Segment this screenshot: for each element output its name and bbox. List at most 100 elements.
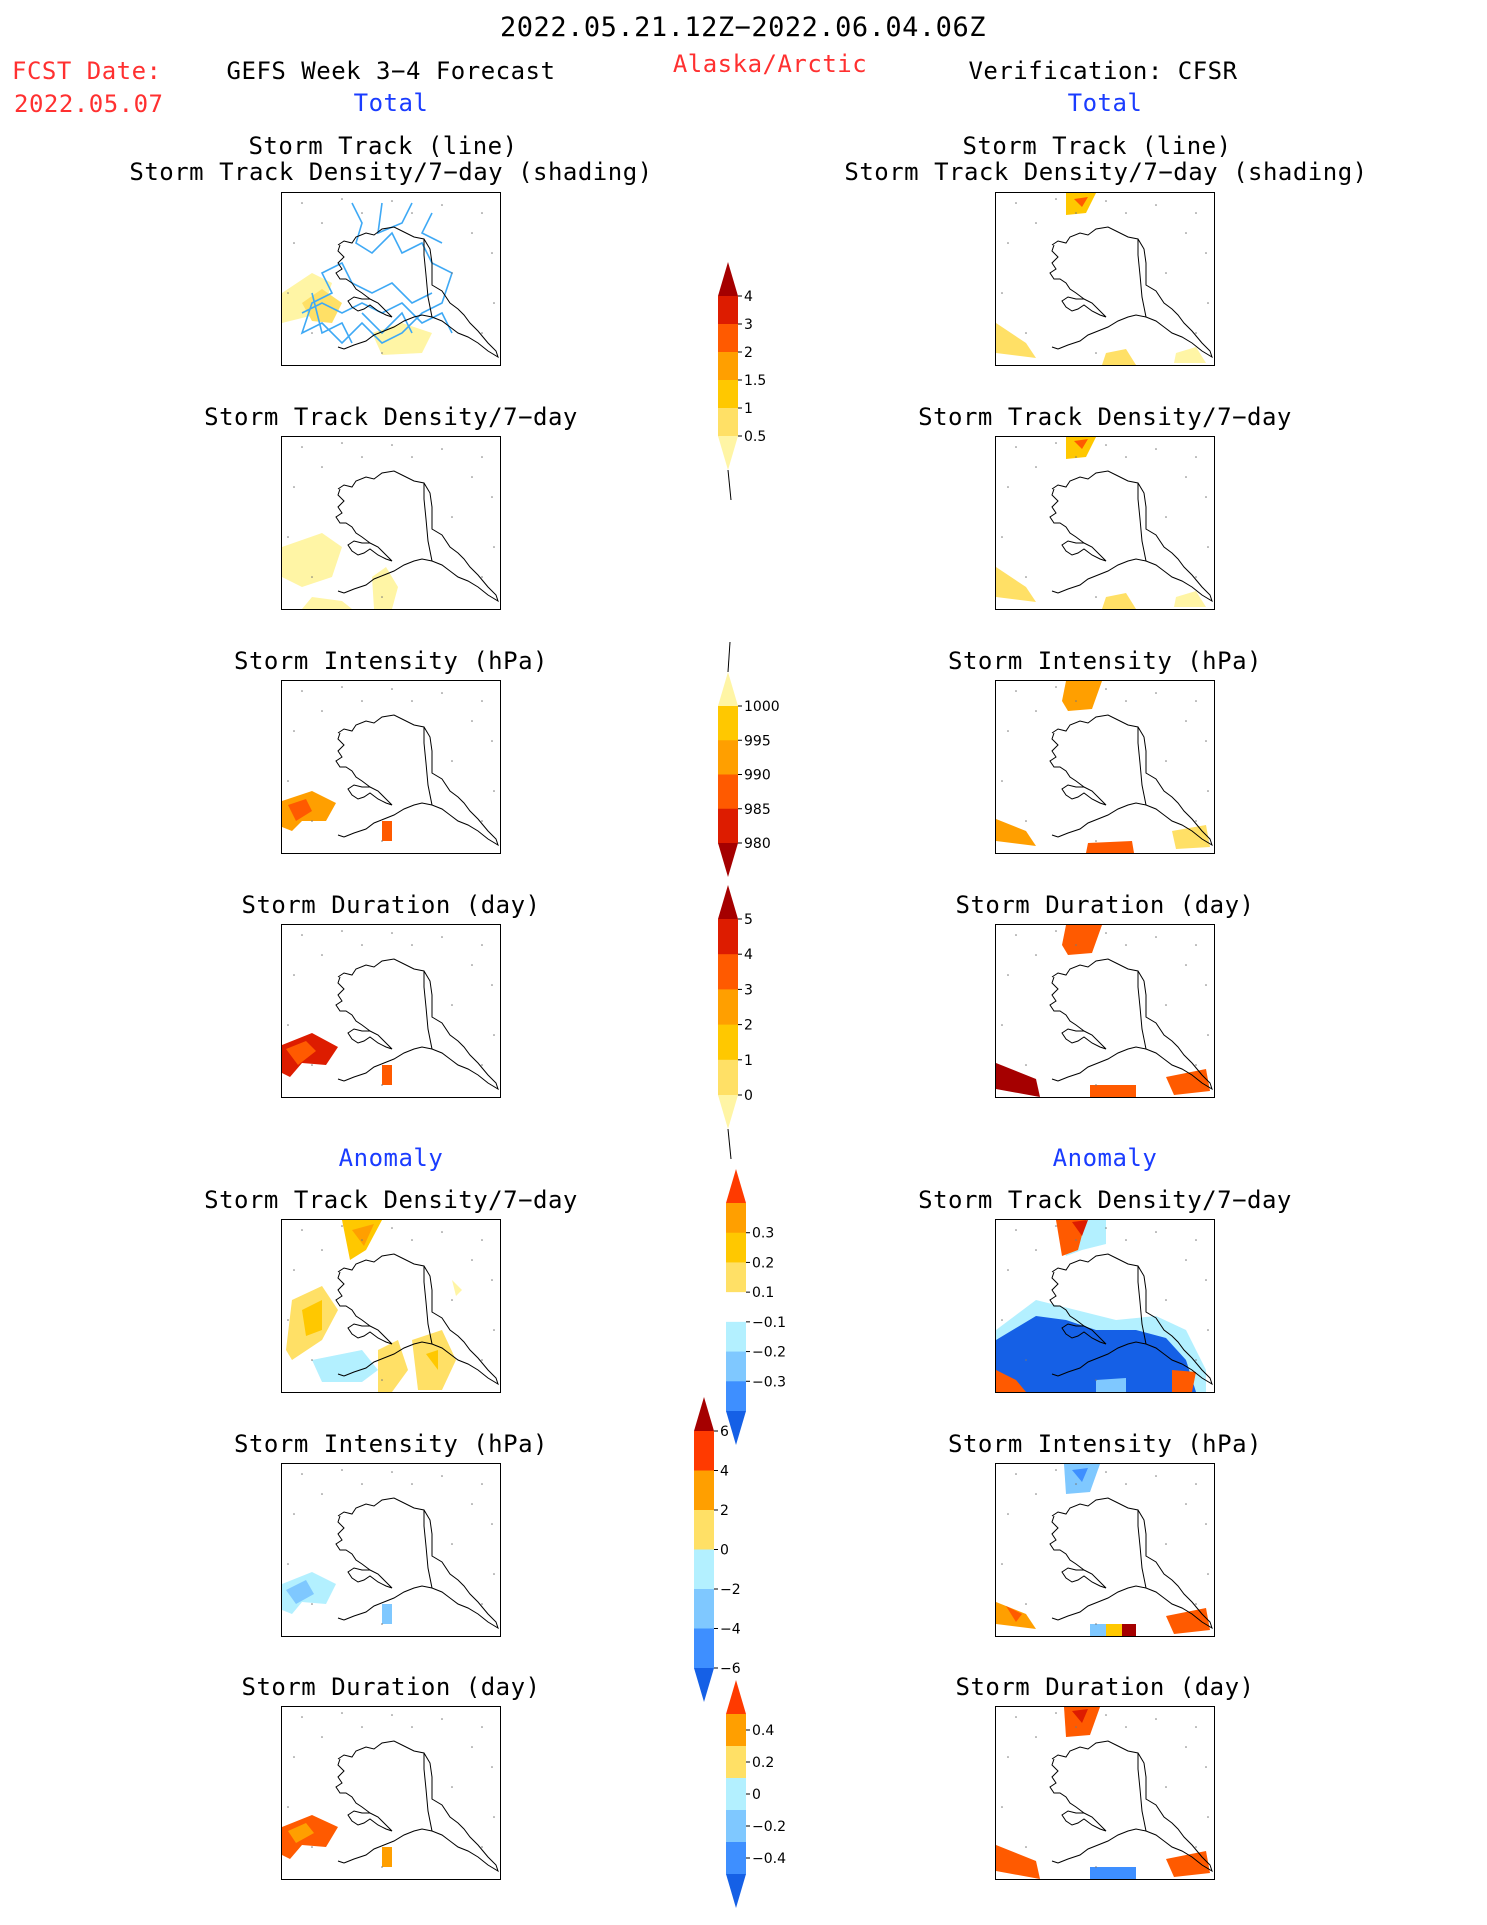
map-svg xyxy=(996,1464,1213,1636)
right-intensity-title: Storm Intensity (hPa) xyxy=(948,647,1262,675)
colorbar-segment xyxy=(718,1059,738,1096)
colorbar-top-arrow xyxy=(694,1397,714,1431)
colorbar-segment xyxy=(718,296,738,325)
left-track-shading-title: Storm Track Density/7−day (shading) xyxy=(129,158,653,186)
colorbar-segment xyxy=(726,1381,746,1412)
verification-label: Verification: CFSR xyxy=(968,57,1238,85)
alaska-coastline xyxy=(1049,1253,1213,1386)
shaded-region xyxy=(372,323,432,355)
colorbar-tick-label: −2 xyxy=(720,1582,741,1598)
shaded-region xyxy=(1090,1867,1136,1879)
map-right-anom-duration xyxy=(995,1706,1215,1880)
right-track-line-title: Storm Track (line) xyxy=(962,132,1232,160)
colorbar-tick-label: 0 xyxy=(720,1543,729,1559)
shaded-region xyxy=(1174,591,1206,607)
region-label: Alaska/Arctic xyxy=(672,50,868,78)
colorbar-segment xyxy=(718,774,738,810)
colorbar-segment xyxy=(718,954,738,990)
colorbar-tick-label: −6 xyxy=(720,1661,741,1677)
alaska-coastline xyxy=(1049,1740,1213,1873)
colorbar-segment xyxy=(694,1431,714,1471)
colorbar-tick-label: 1 xyxy=(744,401,753,417)
colorbar-tick-label: 2 xyxy=(744,345,753,361)
colorbar-top-arrow xyxy=(718,885,738,919)
colorbar-segment xyxy=(726,1203,746,1234)
shaded-region xyxy=(302,597,352,609)
alaska-canada-border xyxy=(1137,971,1147,1050)
colorbar-tick-label: 0.2 xyxy=(752,1255,774,1271)
shaded-region xyxy=(1172,1370,1196,1392)
shaded-region xyxy=(1102,593,1136,609)
colorbar-bottom-arrow xyxy=(718,843,738,877)
map-svg xyxy=(282,1469,499,1630)
shaded-region xyxy=(996,1316,1196,1392)
shaded-region xyxy=(1174,347,1206,363)
map-left-density xyxy=(281,436,501,610)
shaded-region xyxy=(1106,1624,1122,1636)
colorbar-bottom-arrow xyxy=(718,1095,738,1129)
right-density-title: Storm Track Density/7−day xyxy=(918,403,1292,431)
alaska-coastline xyxy=(335,226,499,359)
colorbar-bottom-arrow xyxy=(718,436,738,470)
left-section-label: Total xyxy=(353,89,429,117)
map-right-density xyxy=(995,436,1215,610)
colorbar-segment xyxy=(718,740,738,775)
colorbar-tick-label: 0 xyxy=(744,1088,753,1104)
colorbar-tick-label: −0.1 xyxy=(752,1315,786,1331)
left-anom-intensity-title: Storm Intensity (hPa) xyxy=(234,1430,548,1458)
map-svg xyxy=(282,1712,499,1873)
map-left-intensity xyxy=(281,680,501,854)
colorbar-tick-label: 3 xyxy=(744,982,753,998)
shaded-region xyxy=(1074,197,1088,207)
alaska-canada-border xyxy=(423,239,433,318)
shaded-region xyxy=(1062,925,1102,955)
colorbar-svg: 0.3 0.2 0.1 −0.1 −0.2 −0.3 xyxy=(726,1169,786,1445)
alaska-coastline xyxy=(335,1253,499,1386)
colorbar-tick-label: 3 xyxy=(744,317,753,333)
right-duration-title: Storm Duration (day) xyxy=(955,891,1255,919)
shaded-region xyxy=(1090,1085,1136,1097)
colorbar-segment xyxy=(718,408,738,437)
shaded-region xyxy=(382,1065,392,1085)
colorbar-segment xyxy=(718,324,738,353)
colorbar-tick-label: 0.2 xyxy=(752,1755,774,1771)
colorbar-tail xyxy=(727,469,732,501)
alaska-coastline xyxy=(335,470,499,603)
colorbar-segment xyxy=(726,1714,746,1747)
colorbar-duration-total: 5 4 3 2 1 0 xyxy=(718,885,778,1160)
colorbar-segment xyxy=(694,1589,714,1629)
shaded-region xyxy=(1122,1624,1136,1636)
alaska-canada-border xyxy=(1137,1266,1147,1345)
colorbar-tick-label: 4 xyxy=(744,947,753,963)
colorbar-tick-label: 1.5 xyxy=(744,373,766,389)
alaska-canada-border xyxy=(1137,483,1147,562)
map-svg xyxy=(282,686,499,847)
colorbar-tick-label: 5 xyxy=(744,912,753,928)
colorbar-tick-label: −0.4 xyxy=(752,1851,786,1867)
shaded-region xyxy=(1062,681,1102,711)
alaska-coastline xyxy=(335,714,499,847)
fcst-date-label: FCST Date: xyxy=(12,57,162,85)
map-right-intensity xyxy=(995,680,1215,854)
alaska-coastline xyxy=(1049,714,1213,847)
alaska-coastline xyxy=(335,1740,499,1873)
colorbar-segment xyxy=(726,1321,746,1353)
alaska-canada-border xyxy=(1137,727,1147,806)
colorbar-tick-label: 985 xyxy=(744,802,771,818)
colorbar-segment xyxy=(718,989,738,1026)
shaded-region xyxy=(282,1815,338,1859)
alaska-canada-border xyxy=(423,1266,433,1345)
colorbar-tick-label: 990 xyxy=(744,768,771,784)
alaska-coastline xyxy=(1049,226,1213,359)
alaska-canada-border xyxy=(423,1753,433,1832)
shaded-region xyxy=(426,1350,438,1370)
shaded-region xyxy=(1086,841,1134,853)
alaska-canada-border xyxy=(1137,239,1147,318)
colorbar-segment xyxy=(718,919,738,955)
alaska-coastline xyxy=(335,1497,499,1630)
left-density-title: Storm Track Density/7−day xyxy=(204,403,578,431)
shaded-region xyxy=(1072,1220,1088,1236)
date-range-title: 2022.05.21.12Z−2022.06.04.06Z xyxy=(500,12,986,43)
colorbar-tick-label: 1000 xyxy=(744,699,780,715)
colorbar-top-arrow xyxy=(726,1680,746,1714)
